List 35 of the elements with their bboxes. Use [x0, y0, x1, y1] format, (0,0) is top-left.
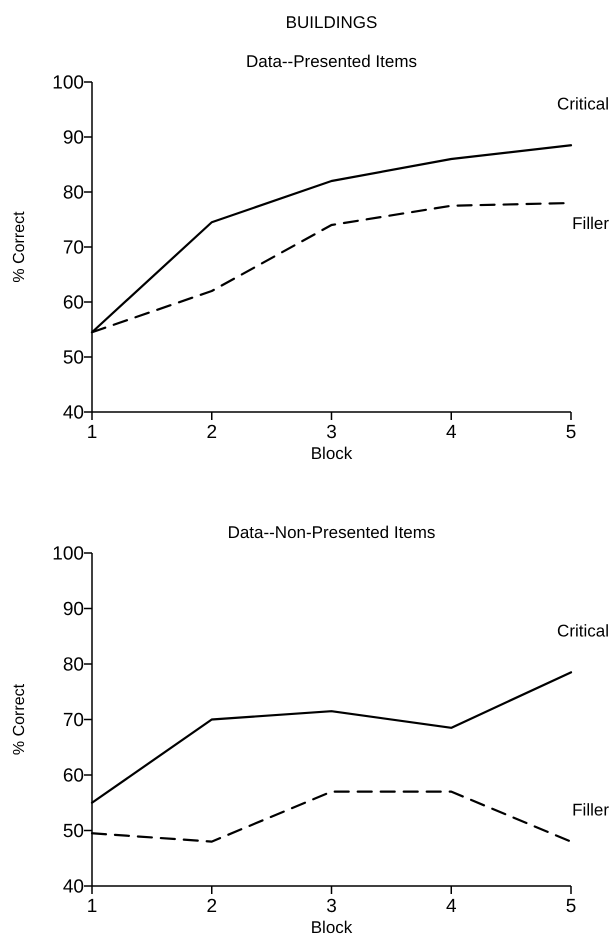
x-tick-label: 1 — [86, 422, 98, 443]
chart-subtitle: Data--Presented Items — [246, 52, 418, 71]
y-tick-label: 80 — [62, 182, 84, 204]
y-tick-label: 40 — [62, 402, 84, 424]
chart-title: Data--Non-Presented Items — [228, 523, 436, 542]
x-tick-label: 3 — [326, 896, 337, 917]
y-tick-label: 40 — [62, 876, 84, 898]
x-axis-title: Block — [310, 918, 353, 937]
chart-title: BUILDINGS — [286, 13, 378, 32]
y-axis-title: % Correct — [11, 683, 28, 756]
y-tick-label: 60 — [62, 766, 84, 787]
y-tick-label: 90 — [62, 599, 84, 620]
y-tick-label: 50 — [62, 821, 84, 842]
series-label: Filler — [572, 800, 610, 820]
x-tick-label: 2 — [206, 896, 218, 917]
x-tick-label: 1 — [86, 896, 98, 917]
series-label: Filler — [572, 214, 610, 233]
x-tick-label: 5 — [566, 896, 576, 917]
x-tick-label: 5 — [566, 422, 576, 443]
y-tick-label: 100 — [52, 544, 84, 565]
series-label: Critical — [557, 94, 609, 114]
y-tick-label: 50 — [62, 348, 84, 369]
y-axis-title: % Correct — [11, 210, 28, 283]
x-axis-title: Block — [310, 444, 353, 463]
y-tick-label: 70 — [62, 710, 84, 732]
y-tick-label: 100 — [52, 72, 84, 94]
x-tick-label: 4 — [446, 896, 457, 917]
x-tick-label: 4 — [446, 422, 457, 443]
y-tick-label: 80 — [62, 654, 84, 676]
y-tick-label: 70 — [62, 238, 84, 259]
x-tick-label: 2 — [206, 422, 218, 443]
x-tick-label: 3 — [326, 422, 337, 443]
text: Critical — [557, 621, 609, 640]
y-tick-label: 90 — [62, 128, 84, 149]
y-tick-label: 60 — [62, 292, 84, 314]
